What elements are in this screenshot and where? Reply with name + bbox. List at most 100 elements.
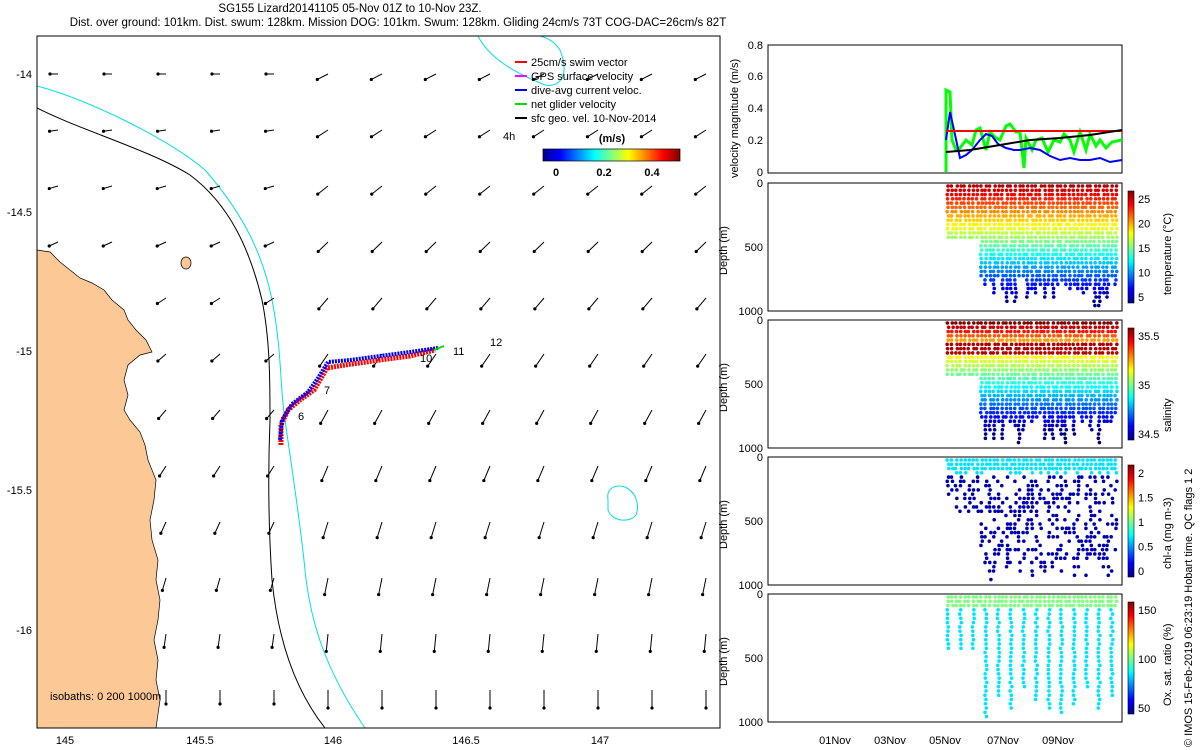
profile-sample bbox=[1076, 205, 1080, 210]
profile-sample bbox=[1067, 526, 1071, 531]
profile-sample bbox=[946, 355, 951, 359]
velocity-arrow-head bbox=[586, 192, 590, 196]
profile-sample bbox=[983, 209, 988, 214]
profile-sample bbox=[1085, 243, 1090, 248]
profile-sample bbox=[971, 633, 975, 638]
profile-sample bbox=[963, 595, 968, 599]
profile-sample bbox=[1081, 458, 1085, 462]
profile-sample bbox=[1097, 471, 1102, 475]
profile-sample bbox=[984, 552, 988, 556]
profile-sample bbox=[1034, 646, 1038, 651]
profile-sample bbox=[1097, 282, 1101, 287]
profile-sample bbox=[1080, 214, 1085, 218]
profile-sample bbox=[1030, 256, 1034, 261]
profile-sample bbox=[1035, 680, 1039, 685]
profile-sample bbox=[1109, 569, 1114, 573]
profile-sample bbox=[971, 355, 975, 359]
profile-sample bbox=[1114, 239, 1119, 244]
track-red bbox=[278, 347, 436, 445]
profile-sample bbox=[1054, 513, 1059, 518]
profile-sample bbox=[992, 436, 996, 441]
profile-sample bbox=[975, 329, 980, 334]
profile-sample bbox=[966, 599, 970, 604]
profile-sample bbox=[992, 402, 996, 406]
profile-sample bbox=[1059, 269, 1064, 274]
profile-sample bbox=[984, 256, 988, 261]
profile-sample bbox=[1068, 226, 1073, 231]
colorbar-unit: (m/s) bbox=[599, 133, 626, 145]
profile-sample bbox=[1088, 252, 1092, 257]
profile-sample bbox=[1068, 329, 1073, 334]
profile-sample bbox=[1097, 184, 1102, 188]
profile-sample bbox=[1071, 252, 1076, 257]
profile-sample bbox=[1084, 231, 1089, 235]
profile-sample bbox=[1059, 406, 1063, 411]
profile-sample bbox=[1106, 338, 1110, 342]
profile-sample bbox=[1004, 599, 1008, 604]
profile-sample bbox=[1058, 226, 1063, 231]
profile-sample bbox=[967, 235, 972, 240]
velocity-arrow bbox=[157, 353, 167, 362]
profile-sample bbox=[1059, 672, 1063, 676]
profile-sample bbox=[1054, 552, 1059, 556]
profile-sample bbox=[958, 471, 963, 475]
profile-sample bbox=[1114, 599, 1119, 604]
profile-sample bbox=[1021, 380, 1026, 385]
profile-sample bbox=[1067, 458, 1072, 462]
profile-sample bbox=[1046, 239, 1050, 244]
profile-sample bbox=[1077, 222, 1081, 227]
profile-sample bbox=[1076, 389, 1081, 394]
profile-sample bbox=[1113, 406, 1118, 411]
profile-sample bbox=[1071, 368, 1076, 372]
profile-sample bbox=[970, 372, 975, 377]
profile-sample bbox=[1021, 625, 1026, 629]
profile-sample bbox=[1043, 269, 1047, 274]
profile-sample bbox=[992, 462, 997, 467]
profile-sample bbox=[988, 231, 993, 235]
profile-sample bbox=[1071, 693, 1076, 698]
profile-sample bbox=[958, 603, 963, 608]
land-mass bbox=[37, 249, 161, 728]
profile-sample bbox=[1025, 325, 1029, 330]
velocity-arrow-head bbox=[214, 588, 218, 592]
legend-entry: GPS surface velocity bbox=[531, 71, 634, 83]
profile-sample bbox=[1102, 535, 1107, 539]
profile-sample bbox=[1008, 608, 1013, 612]
profile-sample bbox=[989, 278, 993, 282]
profile-sample bbox=[995, 192, 1000, 197]
profile-sample bbox=[968, 338, 972, 342]
profile-sample bbox=[1110, 612, 1115, 616]
profile-sample bbox=[1026, 505, 1030, 509]
profile-sample bbox=[1042, 184, 1047, 188]
profile-sample bbox=[1039, 265, 1043, 269]
profile-sample bbox=[1096, 684, 1101, 689]
profile-sample bbox=[1030, 410, 1035, 415]
profile-sample bbox=[949, 475, 954, 479]
profile-sample bbox=[1085, 625, 1089, 629]
profile-sample bbox=[1016, 440, 1021, 445]
profile-sample bbox=[1008, 226, 1013, 231]
profile-sample bbox=[1025, 522, 1029, 526]
profile-sample bbox=[1076, 385, 1081, 389]
profile-sample bbox=[1055, 423, 1059, 428]
profile-sample bbox=[1055, 410, 1060, 415]
profile-sample bbox=[992, 273, 997, 278]
profile-sample bbox=[970, 492, 975, 496]
profile-sample bbox=[980, 188, 984, 193]
profile-sample bbox=[958, 205, 962, 210]
profile-sample bbox=[1068, 248, 1072, 252]
profile-sample bbox=[1100, 231, 1105, 235]
profile-sample bbox=[1092, 226, 1097, 231]
colorbar-tick: 10 bbox=[1138, 268, 1150, 280]
velocity-arrow-head bbox=[216, 645, 220, 649]
profile-sample bbox=[1029, 393, 1033, 398]
velocity-arrow-head bbox=[317, 307, 321, 311]
profile-sample bbox=[983, 535, 987, 539]
profile-sample bbox=[1076, 218, 1081, 222]
profile-sample bbox=[1018, 192, 1022, 197]
profile-sample bbox=[1039, 526, 1044, 531]
profile-sample bbox=[1089, 192, 1093, 197]
profile-sample bbox=[954, 355, 959, 359]
profile-sample bbox=[967, 218, 972, 222]
profile-sample bbox=[1097, 500, 1101, 505]
